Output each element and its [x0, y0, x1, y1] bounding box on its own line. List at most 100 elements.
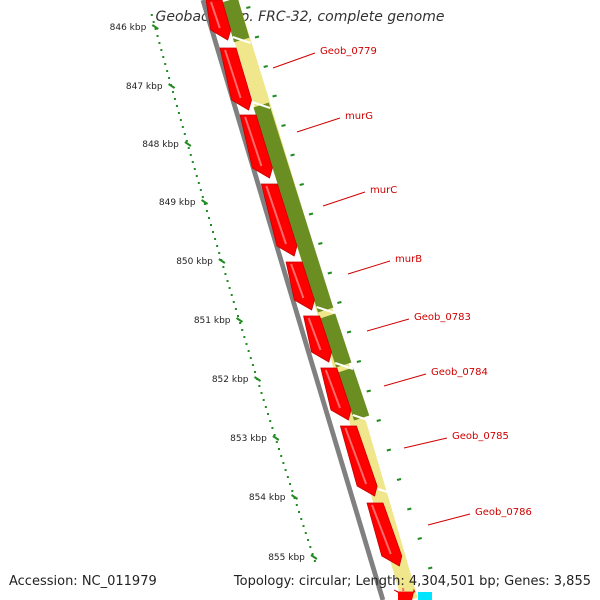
ruler-dot — [175, 105, 178, 107]
track-tick — [281, 124, 286, 127]
gene-label-leader — [383, 373, 427, 387]
ruler-dot — [237, 315, 240, 317]
ruler-major-tick — [184, 141, 192, 147]
gene-label[interactable]: murB — [395, 254, 422, 265]
gene-label-leader — [403, 437, 448, 449]
cds-arrow — [239, 114, 273, 179]
ruler-dot — [218, 252, 221, 254]
ruler-dot — [298, 511, 301, 513]
track-tick — [396, 478, 402, 481]
gene-label[interactable]: Geob_0785 — [452, 431, 509, 442]
track-tick — [386, 448, 392, 452]
gene-label[interactable]: Geob_0784 — [431, 367, 488, 378]
ruler-dot — [183, 133, 186, 135]
cds-arrow — [303, 315, 332, 363]
gene-label[interactable]: Geob_0786 — [475, 507, 532, 518]
track-separator — [316, 306, 335, 314]
ruler-dot — [232, 301, 235, 303]
cds-highlight — [224, 49, 242, 99]
ruler-kbp-label: 853 kbp — [230, 434, 267, 444]
cds-highlight — [210, 1, 221, 29]
cyan-marker — [418, 592, 432, 600]
cds-highlight — [244, 116, 263, 167]
ruler-dot — [158, 42, 161, 44]
ruler-dot — [311, 553, 314, 555]
gene-label[interactable]: Geob_0783 — [414, 312, 471, 323]
ruler-dot — [179, 119, 182, 121]
ruler-kbp-label: 849 kbp — [159, 198, 196, 208]
track-green-segment — [337, 367, 370, 421]
gene-label[interactable]: murG — [345, 111, 373, 122]
track-tick — [246, 6, 251, 9]
ruler-kbp-label: 850 kbp — [176, 257, 213, 267]
track-tick — [346, 330, 352, 334]
ruler-dot — [197, 182, 200, 184]
ruler-dot — [245, 343, 248, 345]
cds-highlight — [265, 185, 287, 245]
ruler-dot — [228, 287, 231, 289]
ruler-dot — [286, 476, 289, 478]
cds-highlight — [307, 317, 322, 351]
ruler-kbp-label: 852 kbp — [212, 375, 249, 385]
gene-label[interactable]: murC — [370, 185, 397, 196]
ruler-dot — [260, 392, 263, 394]
ruler-dot — [187, 147, 190, 149]
ruler-dot — [262, 399, 265, 401]
ruler-dot — [216, 245, 219, 247]
ruler-dot — [181, 126, 184, 128]
gene-label-leader — [322, 191, 366, 207]
ruler-dot — [271, 427, 274, 429]
ruler-dot — [284, 469, 287, 471]
ruler-dot — [275, 441, 278, 443]
ruler-kbp-label: 848 kbp — [142, 140, 179, 150]
ruler-dot — [258, 385, 261, 387]
cds-arrow — [339, 425, 378, 497]
track-tick — [327, 271, 333, 275]
ruler-dot — [203, 203, 206, 205]
cds-arrow — [260, 183, 298, 257]
track-tick — [272, 94, 277, 98]
ruler-dot — [264, 406, 267, 408]
ruler-dot — [207, 217, 210, 219]
ruler-dot — [269, 420, 272, 422]
ruler-dot — [247, 350, 250, 352]
ruler-dot — [251, 364, 254, 366]
ruler-major-tick — [272, 435, 280, 441]
track-green-segment — [253, 102, 334, 313]
cds-arrow — [219, 47, 253, 111]
ruler-dot — [254, 371, 257, 373]
ruler-major-tick — [168, 83, 176, 89]
ruler-dot — [191, 161, 194, 163]
gene-label[interactable]: Geob_0779 — [320, 46, 377, 57]
ruler-major-tick — [310, 554, 318, 560]
ruler-dot — [304, 532, 307, 534]
ruler-dot — [171, 91, 174, 93]
ruler-dot — [154, 28, 157, 30]
gene-label-leader — [366, 318, 410, 332]
ruler-dot — [300, 518, 303, 520]
ruler-major-tick — [253, 376, 262, 382]
ruler-dot — [302, 525, 305, 527]
ruler-dot — [199, 189, 202, 191]
ruler-dot — [241, 329, 244, 331]
track-tick — [376, 419, 381, 422]
track-tick — [299, 183, 304, 186]
cds-highlight — [324, 369, 341, 409]
ruler-dot — [249, 357, 252, 359]
ruler-dot — [164, 63, 167, 65]
accession-text: Accession: NC_011979 — [9, 574, 157, 589]
track-tick — [428, 566, 433, 570]
ruler-kbp-label: 851 kbp — [194, 316, 231, 326]
track-green-segment — [222, 0, 250, 43]
ruler-dot — [162, 56, 165, 58]
track-tick — [356, 360, 362, 363]
ruler-major-tick — [290, 494, 299, 500]
cds-arrow — [320, 367, 352, 421]
gene-label-leader — [347, 260, 391, 275]
ruler-dot — [189, 154, 192, 156]
ruler-dot — [177, 112, 180, 114]
ruler-dot — [173, 98, 176, 100]
ruler-dot — [160, 49, 163, 51]
ruler-dot — [243, 336, 246, 338]
ruler-dot — [282, 462, 285, 464]
